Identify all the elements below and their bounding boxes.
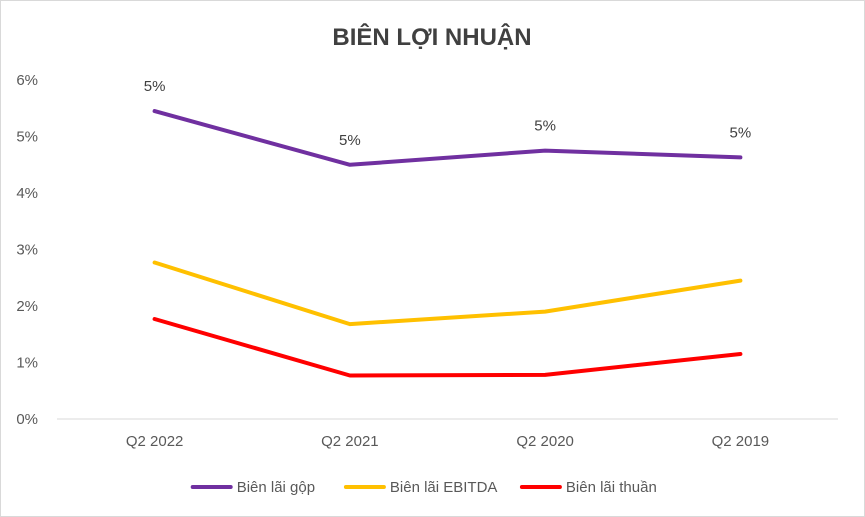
series-line-3: [152, 317, 743, 378]
x-tick-label: Q2 2020: [516, 433, 574, 450]
y-tick-label: 1%: [16, 355, 38, 372]
data-label: 5%: [144, 78, 166, 95]
y-tick-label: 4%: [16, 185, 38, 202]
x-tick-label: Q2 2022: [126, 433, 184, 450]
x-axis: Q2 2022 Q2 2021 Q2 2020 Q2 2019: [126, 433, 769, 450]
series-group: [152, 109, 743, 378]
data-label-group: 5% 5% 5% 5%: [144, 78, 751, 149]
data-label: 5%: [730, 124, 752, 141]
y-tick-label: 0%: [16, 411, 38, 428]
data-label: 5%: [534, 118, 556, 135]
x-tick-label: Q2 2019: [712, 433, 770, 450]
legend: Biên lãi gộp Biên lãi EBITDA Biên lãi thuầ…: [190, 479, 657, 496]
x-tick-label: Q2 2021: [321, 433, 379, 450]
y-tick-label: 3%: [16, 242, 38, 259]
y-tick-label: 6%: [16, 72, 38, 89]
chart-title: BIÊN LỢI NHUẬN: [332, 23, 531, 51]
y-axis: 0% 1% 2% 3% 4% 5% 6%: [16, 72, 38, 428]
legend-label: Biên lãi gộp: [237, 479, 315, 496]
data-label: 5%: [339, 132, 361, 149]
series-line-2: [152, 260, 743, 327]
y-tick-label: 2%: [16, 298, 38, 315]
y-tick-label: 5%: [16, 129, 38, 146]
legend-label: Biên lãi EBITDA: [390, 479, 498, 496]
legend-label: Biên lãi thuần: [566, 479, 657, 496]
series-line-1: [152, 109, 743, 167]
